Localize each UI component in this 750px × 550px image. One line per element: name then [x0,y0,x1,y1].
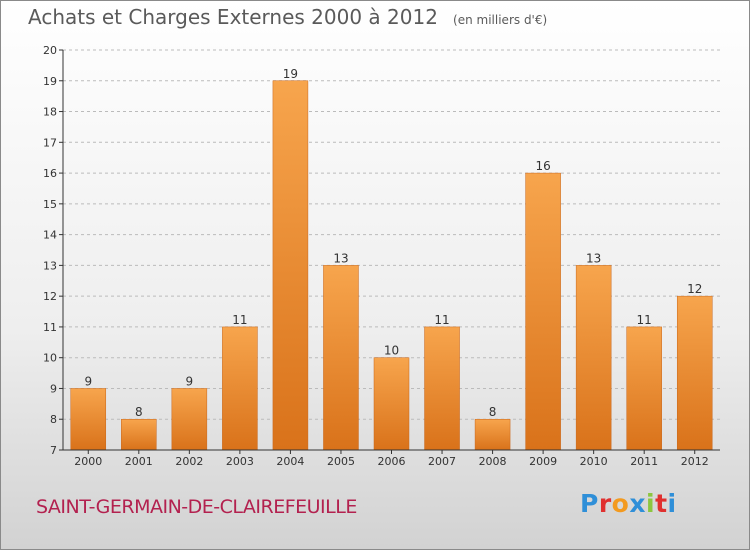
bar [121,418,157,451]
y-tick-label: 12 [43,290,57,303]
logo-letter: t [655,489,668,518]
y-tick-label: 17 [43,136,57,149]
x-tick-label: 2002 [175,455,203,468]
y-tick-label: 9 [50,382,57,395]
y-tick-label: 19 [43,75,57,88]
y-tick-label: 7 [50,444,57,457]
bar [525,172,561,451]
x-tick-label: 2012 [681,455,709,468]
data-label: 11 [232,313,247,327]
logo-letter: x [629,489,646,518]
y-tick-label: 13 [43,259,57,272]
unit-text: (en milliers d'€) [453,13,548,27]
data-label: 19 [283,67,298,81]
bar [626,326,662,451]
y-tick-label: 18 [43,106,57,119]
labels: 7 8 9 10 11 12 13 14 15 16 17 18 19 20 9 2000 8 2001 9 2002… [43,44,709,468]
data-label: 11 [434,313,449,327]
logo-letter: i [667,489,677,518]
data-label: 13 [333,251,348,265]
bars [70,80,713,451]
x-tick-label: 2008 [479,455,507,468]
bar [474,418,511,451]
logo-letter: o [611,489,630,518]
y-tick-label: 10 [43,352,57,365]
chart-title: Achats et Charges Externes 2000 à 2012 (… [28,5,547,29]
y-tick-label: 11 [43,321,57,334]
y-tick-label: 16 [43,167,57,180]
bar [70,388,107,451]
title-text: Achats et Charges Externes 2000 à 2012 [28,5,438,29]
x-tick-label: 2007 [428,455,456,468]
bar [272,80,309,451]
y-tick-label: 20 [43,44,57,57]
y-tick-label: 14 [43,229,57,242]
x-tick-label: 2006 [378,455,406,468]
data-label: 10 [384,344,399,358]
bar [171,388,208,451]
bar [222,326,258,451]
x-tick-label: 2001 [125,455,153,468]
x-tick-label: 2010 [580,455,608,468]
logo-letter: r [598,489,612,518]
proxiti-logo: Proxiti [580,489,677,518]
x-tick-label: 2005 [327,455,355,468]
x-tick-label: 2003 [226,455,254,468]
data-label: 8 [489,405,497,419]
data-label: 13 [586,251,601,265]
data-label: 8 [135,405,143,419]
logo-letter: i [646,489,656,518]
commune-name: SAINT-GERMAIN-DE-CLAIREFEUILLE [36,496,357,518]
data-label: 11 [637,313,652,327]
x-tick-label: 2000 [74,455,102,468]
y-tick-label: 15 [43,198,57,211]
bar [676,295,713,451]
x-tick-label: 2011 [630,455,658,468]
data-label: 16 [535,159,550,173]
bar [323,265,359,451]
data-label: 12 [687,282,702,296]
y-tick-label: 8 [50,413,57,426]
logo-letter: P [580,489,599,518]
axes [59,49,720,454]
data-label: 9 [84,374,92,388]
bar [575,265,612,451]
bar [424,326,460,451]
x-tick-label: 2009 [529,455,557,468]
bar [373,357,410,451]
x-tick-label: 2004 [276,455,304,468]
data-label: 9 [186,374,194,388]
